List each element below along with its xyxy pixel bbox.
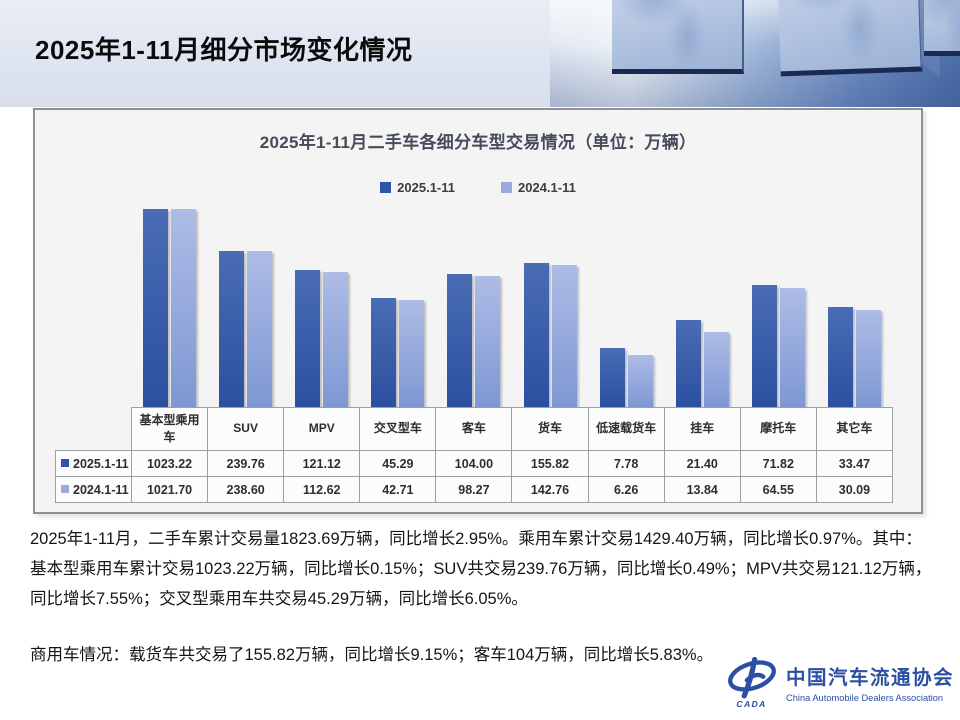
bar-group-基本型乘用车 (131, 209, 207, 407)
table-cell-2024.1-11-货车: 142.76 (511, 476, 589, 503)
bar-2024.1-11-货车 (551, 265, 577, 407)
table-header-摩托车: 摩托车 (739, 407, 817, 451)
table-header-其它车: 其它车 (815, 407, 894, 451)
row-swatch-icon (61, 484, 69, 493)
table-corner-cell (56, 408, 132, 451)
bar-2025.1-11-其它车 (828, 306, 854, 407)
legend-item: 2025.1-11 (380, 180, 455, 195)
bar-2025.1-11-MPV (295, 270, 320, 407)
bar-group-其它车 (817, 306, 893, 407)
table-cell-2025.1-11-低速载货车: 7.78 (587, 450, 665, 477)
bar-group-货车 (512, 262, 588, 407)
table-row-2024.1-11: 2024.1-11 1021.70 238.60 112.62 42.71 98.27 14… (55, 476, 894, 503)
bar-2025.1-11-客车 (447, 274, 473, 407)
table-cell-2024.1-11-交叉型车: 42.71 (359, 476, 437, 503)
summary-paragraph-commercial: 商用车情况：载货车共交易了155.82万辆，同比增长9.15%；客车104万辆，… (30, 646, 714, 664)
bar-group-低速载货车 (588, 348, 664, 407)
table-row-2025.1-11: 2025.1-11 1023.22 239.76 121.12 45.29 104.00 1… (55, 450, 894, 477)
legend-item: 2024.1-11 (501, 180, 576, 195)
cube-icon (612, 0, 744, 74)
bar-group-摩托车 (741, 284, 817, 407)
table-cell-2025.1-11-基本型乘用车: 1023.22 (130, 450, 209, 477)
bar-2024.1-11-基本型乘用车 (170, 209, 196, 407)
table-header-客车: 客车 (435, 407, 513, 451)
legend-label: 2025.1-11 (397, 180, 455, 195)
table-cell-2024.1-11-客车: 98.27 (435, 476, 513, 503)
cube-icon (775, 0, 940, 77)
table-cell-2024.1-11-其它车: 30.09 (815, 476, 894, 503)
bar-2025.1-11-摩托车 (752, 284, 778, 407)
legend-swatch-icon (501, 182, 512, 193)
bar-2025.1-11-挂车 (676, 319, 702, 407)
cada-logo-mark-icon: CADA (728, 656, 776, 709)
bar-group-交叉型车 (360, 298, 436, 407)
table-header-MPV: MPV (283, 407, 361, 451)
chart-panel: 2025年1-11月二手车各细分车型交易情况（单位：万辆） 2025.1-11 2… (33, 108, 923, 514)
summary-text: 2025年1-11月，二手车累计交易量1823.69万辆，同比增长2.95%。乘… (30, 524, 938, 670)
decorative-cubes-image (550, 0, 960, 107)
table-header-基本型乘用车: 基本型乘用车 (130, 407, 209, 451)
table-cell-2024.1-11-基本型乘用车: 1021.70 (130, 476, 209, 503)
table-cell-2025.1-11-其它车: 33.47 (815, 450, 894, 477)
legend-label: 2024.1-11 (518, 180, 576, 195)
bar-2024.1-11-摩托车 (780, 287, 806, 407)
table-cell-2025.1-11-MPV: 121.12 (283, 450, 361, 477)
bar-group-客车 (436, 274, 512, 407)
chart-legend: 2025.1-11 2024.1-11 (35, 180, 921, 195)
table-cell-2024.1-11-低速载货车: 6.26 (587, 476, 665, 503)
header-band: 2025年1-11月细分市场变化情况 (0, 0, 960, 107)
bar-group-SUV (207, 250, 283, 407)
table-cell-2025.1-11-摩托车: 71.82 (739, 450, 817, 477)
row-label-2025.1-11: 2025.1-11 (55, 450, 132, 477)
table-cell-2024.1-11-MPV: 112.62 (283, 476, 361, 503)
cube-icon (924, 0, 960, 56)
cada-logo: CADA 中国汽车流通协会 China Automobile Dealers A… (726, 652, 954, 712)
table-header-交叉型车: 交叉型车 (359, 407, 437, 451)
bar-2025.1-11-基本型乘用车 (142, 209, 168, 407)
logo-text-block: 中国汽车流通协会 China Automobile Dealers Associ… (786, 661, 954, 703)
bar-2025.1-11-低速载货车 (599, 348, 625, 407)
chart-title: 2025年1-11月二手车各细分车型交易情况（单位：万辆） (259, 133, 697, 152)
logo-name-en: China Automobile Dealers Association (786, 693, 944, 703)
row-swatch-icon (61, 458, 69, 467)
table-cell-2025.1-11-货车: 155.82 (511, 450, 589, 477)
bar-group-MPV (283, 270, 359, 407)
bar-2025.1-11-交叉型车 (371, 298, 397, 407)
row-label-2024.1-11: 2024.1-11 (55, 476, 132, 503)
table-header-挂车: 挂车 (663, 407, 741, 451)
bar-2024.1-11-客车 (475, 275, 501, 407)
table-cell-2025.1-11-SUV: 239.76 (207, 450, 285, 477)
cada-logo-text: CADA (736, 699, 766, 709)
table-cell-2024.1-11-SUV: 238.60 (207, 476, 285, 503)
table-cell-2025.1-11-挂车: 21.40 (663, 450, 741, 477)
bar-group-挂车 (664, 319, 740, 407)
bar-2024.1-11-挂车 (704, 331, 730, 407)
table-header-低速载货车: 低速载货车 (587, 407, 665, 451)
table-cell-2024.1-11-挂车: 13.84 (663, 476, 741, 503)
data-table: 基本型乘用车 SUV MPV 交叉型车 客车 货车 低速载货车 挂车 摩托车 其它车 2025.1-… (55, 407, 894, 503)
table-cell-2025.1-11-交叉型车: 45.29 (359, 450, 437, 477)
bar-2025.1-11-SUV (218, 250, 244, 407)
bar-2024.1-11-交叉型车 (399, 299, 425, 407)
legend-swatch-icon (380, 182, 392, 193)
bar-2024.1-11-低速载货车 (627, 354, 653, 407)
bar-2025.1-11-货车 (523, 262, 549, 407)
summary-paragraph-passenger: 2025年1-11月，二手车累计交易量1823.69万辆，同比增长2.95%。乘… (30, 530, 932, 608)
table-header-SUV: SUV (207, 407, 285, 451)
page-title: 2025年1-11月细分市场变化情况 (35, 35, 413, 65)
bar-2024.1-11-其它车 (856, 309, 882, 407)
table-cell-2024.1-11-摩托车: 64.55 (739, 476, 817, 503)
bar-plot (131, 209, 893, 407)
bar-2024.1-11-MPV (323, 272, 348, 407)
bar-2024.1-11-SUV (246, 250, 272, 407)
table-cell-2025.1-11-客车: 104.00 (435, 450, 513, 477)
table-header-货车: 货车 (511, 407, 589, 451)
logo-name-cn: 中国汽车流通协会 (786, 667, 955, 689)
